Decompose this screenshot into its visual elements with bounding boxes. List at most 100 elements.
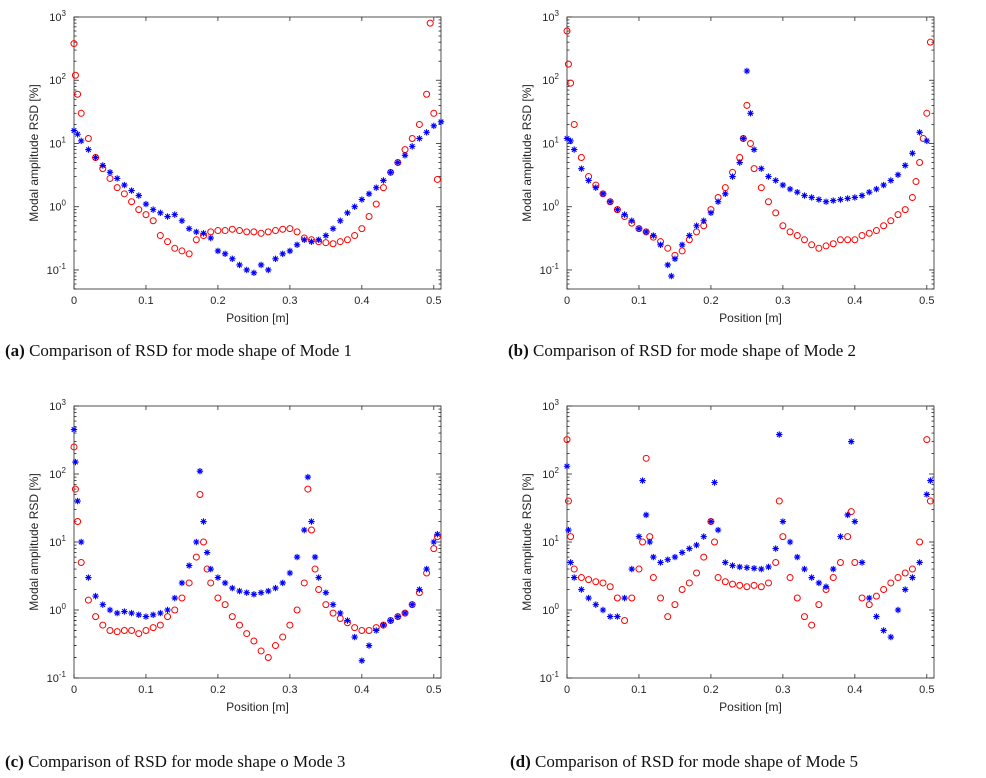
data-point-circle <box>336 238 344 246</box>
data-point-circle <box>793 594 801 602</box>
x-tick-label: 0.1 <box>631 684 646 696</box>
data-point-circle <box>671 601 679 609</box>
data-point-star <box>650 553 657 561</box>
data-point-star <box>614 206 621 213</box>
caption-d-text: Comparison of RSD for mode shape of Mode… <box>535 752 858 771</box>
data-point-circle <box>156 621 164 629</box>
x-tick-label: 0.2 <box>210 684 225 696</box>
data-point-circle <box>585 576 593 584</box>
data-point-circle <box>872 227 880 235</box>
data-point-star <box>570 574 578 581</box>
data-point-star <box>700 217 707 224</box>
data-point-star <box>642 228 650 236</box>
data-point-circle <box>923 436 931 444</box>
data-point-star <box>113 175 121 182</box>
data-point-star <box>214 574 222 581</box>
data-point-star <box>293 241 301 248</box>
panel-b: 0 0.1 0.2 0.3 0.4 0.5 10-1 100 101 102 103 Position… <box>493 0 986 389</box>
data-point-circle <box>779 533 787 541</box>
data-point-circle <box>192 553 200 561</box>
data-point-star <box>394 613 402 620</box>
x-tick-label: 0.2 <box>210 295 225 307</box>
data-point-star <box>599 606 607 614</box>
data-point-star <box>128 187 135 194</box>
data-point-circle <box>649 574 657 582</box>
data-point-star <box>635 533 643 540</box>
data-point-circle <box>772 558 780 566</box>
data-point-star <box>250 591 258 598</box>
data-point-circle <box>322 239 330 247</box>
data-point-star <box>337 217 344 224</box>
x-axis-label: Position [m] <box>719 700 782 714</box>
data-point-star <box>257 261 265 269</box>
data-point-circle <box>135 206 143 214</box>
data-point-circle <box>639 538 647 546</box>
series-circle <box>70 443 441 662</box>
data-point-circle <box>178 594 186 602</box>
data-point-star <box>77 137 85 145</box>
data-point-circle <box>880 222 888 230</box>
data-point-star <box>121 181 128 189</box>
data-point-circle <box>700 553 708 561</box>
data-point-star <box>358 657 366 664</box>
data-point-star <box>380 621 387 629</box>
data-point-circle <box>743 583 751 591</box>
data-point-star <box>416 135 423 142</box>
plot-frame <box>73 16 442 290</box>
y-tick-label: 101 <box>49 135 66 150</box>
data-point-star <box>373 184 380 191</box>
data-point-star <box>902 586 909 593</box>
data-point-star <box>434 531 441 538</box>
x-tick-label: 0.5 <box>426 295 441 307</box>
data-point-star <box>750 146 758 153</box>
data-point-star <box>311 553 319 561</box>
data-point-circle <box>351 624 359 632</box>
data-point-star <box>844 195 851 202</box>
data-point-star <box>851 518 859 525</box>
y-tick-label: 102 <box>49 466 66 481</box>
data-point-circle <box>221 601 229 609</box>
data-point-star <box>646 538 653 546</box>
data-point-circle <box>164 238 172 246</box>
data-point-circle <box>228 225 236 233</box>
x-tick-label: 0.4 <box>354 684 369 696</box>
data-point-circle <box>800 236 808 244</box>
data-point-circle <box>901 569 909 577</box>
data-point-star <box>707 518 715 525</box>
panel-c: 0 0.1 0.2 0.3 0.4 0.5 10-1 100 101 102 103 Position… <box>0 389 493 778</box>
data-point-circle <box>757 583 765 591</box>
data-point-star <box>693 222 700 229</box>
data-point-star <box>880 627 887 634</box>
data-point-circle <box>678 247 686 255</box>
data-point-star <box>315 574 322 581</box>
data-point-star <box>714 198 722 205</box>
data-point-star <box>801 192 808 199</box>
y-tick-label: 102 <box>542 72 559 87</box>
data-point-star <box>794 188 801 196</box>
data-point-circle <box>635 565 643 573</box>
data-point-circle <box>793 232 801 240</box>
data-point-star <box>200 230 207 237</box>
data-point-circle <box>836 236 844 244</box>
data-point-star <box>99 601 106 608</box>
data-point-star <box>578 586 585 593</box>
data-point-star <box>765 173 772 180</box>
y-tick-label: 100 <box>49 602 66 617</box>
data-point-star <box>157 609 164 617</box>
y-tick-label: 10-1 <box>540 262 560 277</box>
data-point-circle <box>257 647 265 655</box>
data-point-star <box>567 137 574 145</box>
data-point-circle <box>106 174 114 182</box>
data-point-circle <box>329 240 337 248</box>
caption-b: (b) Comparison of RSD for mode shape of … <box>508 341 856 361</box>
chart-d: 0 0.1 0.2 0.3 0.4 0.5 10-1 100 101 102 103 Position… <box>520 398 934 714</box>
data-point-circle <box>564 60 572 68</box>
data-point-star <box>772 177 779 184</box>
data-point-circle <box>721 578 729 586</box>
data-point-star <box>700 533 707 540</box>
data-point-star <box>866 188 873 196</box>
data-point-star <box>401 609 409 617</box>
data-point-star <box>92 154 99 161</box>
data-point-star <box>229 255 236 263</box>
data-point-star <box>585 594 592 602</box>
